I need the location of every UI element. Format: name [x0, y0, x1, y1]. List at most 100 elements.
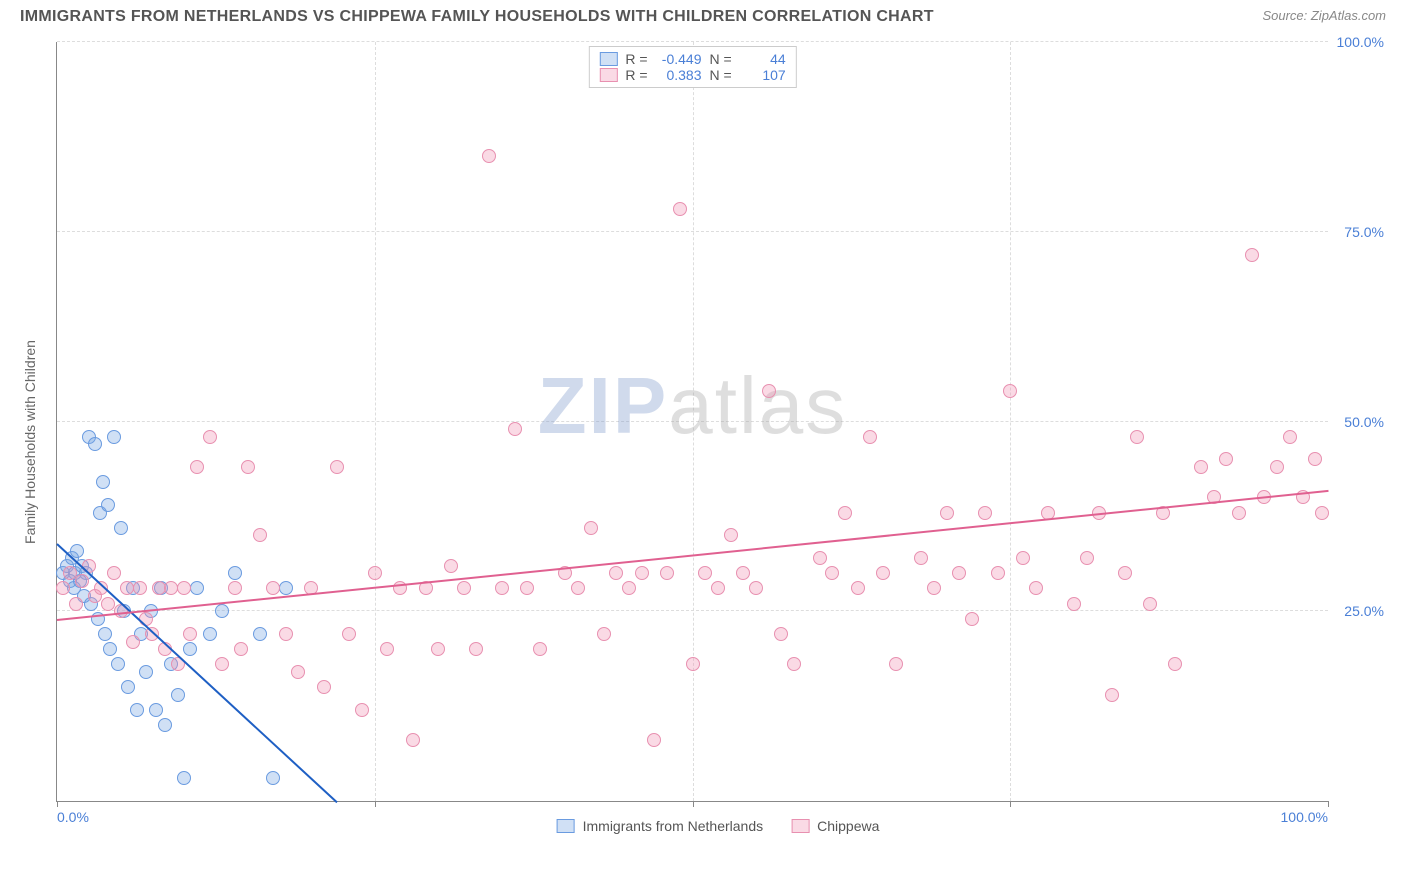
- scatter-point: [266, 771, 280, 785]
- scatter-point: [215, 604, 229, 618]
- scatter-point: [991, 566, 1005, 580]
- scatter-point: [70, 544, 84, 558]
- scatter-point: [241, 460, 255, 474]
- ytick-label: 50.0%: [1344, 414, 1384, 430]
- scatter-point: [103, 642, 117, 656]
- scatter-point: [330, 460, 344, 474]
- scatter-point: [228, 581, 242, 595]
- scatter-point: [851, 581, 865, 595]
- watermark-zip: ZIP: [538, 361, 668, 450]
- n-label-2: N =: [710, 67, 732, 83]
- scatter-point: [635, 566, 649, 580]
- scatter-point: [111, 657, 125, 671]
- swatch-series1: [599, 52, 617, 66]
- scatter-point: [1029, 581, 1043, 595]
- xtick-mark: [1010, 801, 1011, 807]
- scatter-point: [1315, 506, 1329, 520]
- gridline-vertical: [693, 42, 694, 801]
- ytick-label: 100.0%: [1337, 34, 1384, 50]
- scatter-point: [177, 771, 191, 785]
- r-label-1: R =: [625, 51, 647, 67]
- scatter-point: [1219, 452, 1233, 466]
- n-value-1: 44: [740, 51, 786, 67]
- scatter-point: [978, 506, 992, 520]
- ytick-label: 75.0%: [1344, 224, 1384, 240]
- scatter-point: [107, 566, 121, 580]
- swatch-series1-bottom: [557, 819, 575, 833]
- scatter-point: [171, 688, 185, 702]
- scatter-point: [355, 703, 369, 717]
- scatter-point: [380, 642, 394, 656]
- swatch-series2-bottom: [791, 819, 809, 833]
- scatter-point: [647, 733, 661, 747]
- scatter-point: [107, 430, 121, 444]
- scatter-point: [1067, 597, 1081, 611]
- scatter-point: [139, 665, 153, 679]
- gridline-vertical: [375, 42, 376, 801]
- scatter-point: [1080, 551, 1094, 565]
- scatter-point: [279, 581, 293, 595]
- xtick-label: 100.0%: [1281, 809, 1328, 825]
- gridline-vertical: [1010, 42, 1011, 801]
- header: IMMIGRANTS FROM NETHERLANDS VS CHIPPEWA …: [0, 0, 1406, 30]
- watermark-atlas: atlas: [668, 361, 847, 450]
- scatter-point: [1270, 460, 1284, 474]
- scatter-point: [622, 581, 636, 595]
- scatter-point: [228, 566, 242, 580]
- scatter-point: [96, 475, 110, 489]
- scatter-point: [291, 665, 305, 679]
- correlation-legend: R = -0.449 N = 44 R = 0.383 N = 107: [588, 46, 796, 88]
- scatter-point: [98, 627, 112, 641]
- legend-row-series2: R = 0.383 N = 107: [599, 67, 785, 83]
- scatter-point: [1130, 430, 1144, 444]
- scatter-point: [234, 642, 248, 656]
- xtick-label: 0.0%: [57, 809, 89, 825]
- scatter-point: [183, 642, 197, 656]
- scatter-point: [774, 627, 788, 641]
- scatter-point: [660, 566, 674, 580]
- legend-item-series2: Chippewa: [791, 818, 879, 834]
- scatter-point: [1143, 597, 1157, 611]
- scatter-point: [838, 506, 852, 520]
- scatter-point: [56, 581, 70, 595]
- scatter-point: [279, 627, 293, 641]
- scatter-point: [762, 384, 776, 398]
- scatter-point: [101, 597, 115, 611]
- scatter-point: [1168, 657, 1182, 671]
- scatter-point: [342, 627, 356, 641]
- scatter-point: [69, 597, 83, 611]
- r-label-2: R =: [625, 67, 647, 83]
- scatter-point: [368, 566, 382, 580]
- scatter-point: [1003, 384, 1017, 398]
- scatter-point: [1016, 551, 1030, 565]
- scatter-point: [203, 430, 217, 444]
- xtick-mark: [1328, 801, 1329, 807]
- ytick-label: 25.0%: [1344, 603, 1384, 619]
- scatter-point: [406, 733, 420, 747]
- scatter-point: [1245, 248, 1259, 262]
- scatter-point: [121, 680, 135, 694]
- scatter-point: [114, 521, 128, 535]
- scatter-point: [177, 581, 191, 595]
- scatter-point: [190, 581, 204, 595]
- xtick-mark: [375, 801, 376, 807]
- legend-label-series1: Immigrants from Netherlands: [583, 818, 764, 834]
- scatter-point: [698, 566, 712, 580]
- scatter-point: [952, 566, 966, 580]
- xtick-mark: [57, 801, 58, 807]
- scatter-point: [724, 528, 738, 542]
- scatter-point: [130, 703, 144, 717]
- scatter-point: [787, 657, 801, 671]
- scatter-point: [940, 506, 954, 520]
- scatter-point: [101, 498, 115, 512]
- scatter-point: [158, 718, 172, 732]
- scatter-point: [571, 581, 585, 595]
- scatter-point: [1105, 688, 1119, 702]
- scatter-point: [266, 581, 280, 595]
- scatter-point: [215, 657, 229, 671]
- scatter-point: [597, 627, 611, 641]
- scatter-point: [533, 642, 547, 656]
- legend-row-series1: R = -0.449 N = 44: [599, 51, 785, 67]
- scatter-point: [88, 437, 102, 451]
- scatter-point: [482, 149, 496, 163]
